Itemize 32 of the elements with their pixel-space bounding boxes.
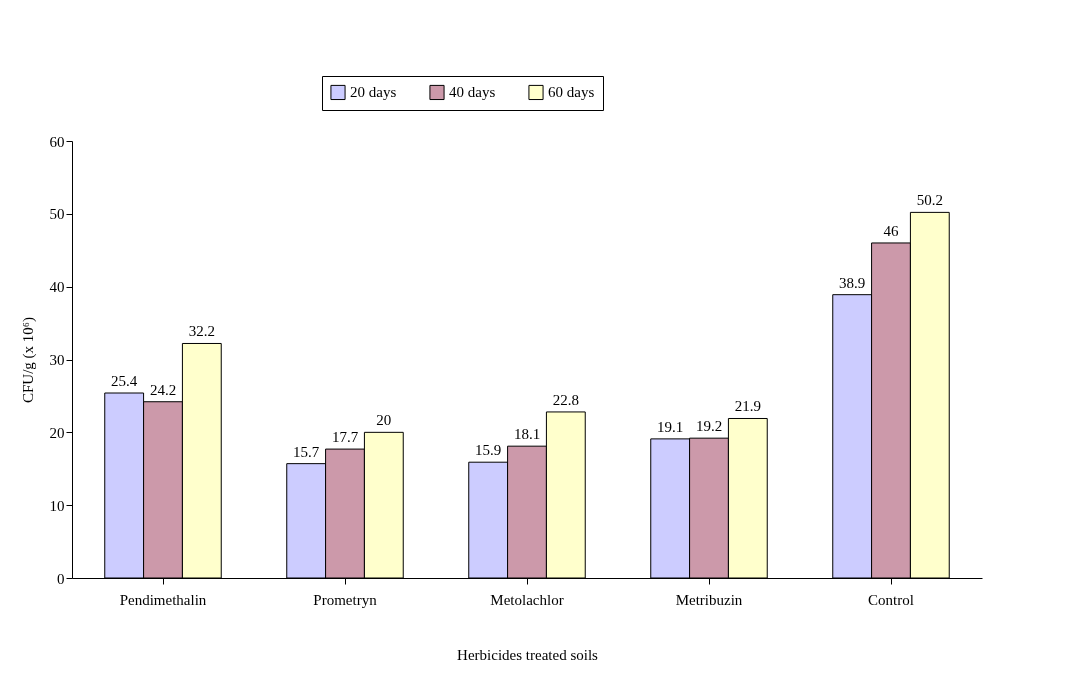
y-tick-label: 60: [49, 133, 65, 150]
data-label: 22.8: [552, 391, 579, 408]
data-label: 17.7: [331, 429, 359, 446]
x-tick-label: Pendimethalin: [119, 591, 207, 608]
data-label: 20: [376, 412, 392, 429]
y-tick-label: 50: [49, 206, 65, 223]
data-label: 46: [883, 222, 899, 239]
data-label: 19.2: [695, 418, 723, 435]
x-tick-label: Metolachlor: [490, 591, 564, 608]
x-tick-label: Control: [868, 591, 914, 608]
data-label: 21.9: [734, 398, 761, 415]
y-axis-title: CFU/g (x 10⁶): [19, 316, 37, 404]
y-tick-label: 30: [49, 352, 65, 368]
x-tick-label: Prometryn: [313, 591, 378, 608]
data-label: 38.9: [839, 274, 866, 291]
data-label: 15.7: [293, 443, 320, 460]
data-label: 19.1: [657, 418, 684, 435]
data-label: 24.2: [149, 381, 177, 398]
x-tick-label: Metribuzin: [675, 591, 743, 608]
y-tick-label: 40: [49, 279, 65, 296]
legend-label: 20 days: [350, 84, 397, 101]
data-label: 50.2: [916, 192, 943, 209]
y-tick-label: 10: [49, 497, 65, 514]
data-label: 32.2: [188, 323, 215, 340]
x-axis-title: Herbicides treated soils: [457, 646, 599, 663]
data-label: 25.4: [111, 373, 138, 389]
data-label: 15.9: [475, 442, 502, 459]
legend-label: 40 days: [449, 84, 496, 101]
legend-label: 60 days: [548, 84, 595, 101]
y-tick-label: 20: [49, 424, 65, 441]
y-tick-label: 0: [57, 570, 65, 587]
data-label: 18.1: [513, 426, 541, 443]
